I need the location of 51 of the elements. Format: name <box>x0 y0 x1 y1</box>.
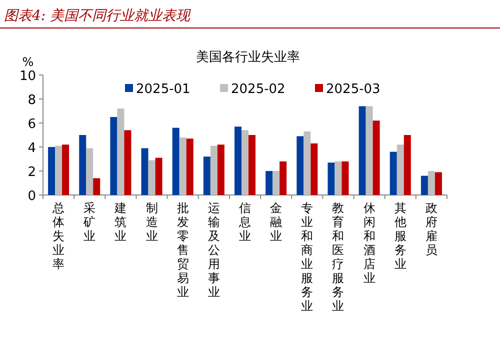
bar <box>404 135 411 195</box>
bar <box>117 108 124 195</box>
bar <box>124 130 132 195</box>
ylabel: % <box>22 55 34 69</box>
bar <box>110 117 118 195</box>
bar <box>428 171 435 195</box>
legend-label: 2025-01 <box>136 82 190 97</box>
bar <box>266 171 273 195</box>
y-tick-label: 2 <box>28 165 36 180</box>
bar <box>358 106 366 195</box>
bar <box>210 146 218 195</box>
bar <box>141 148 148 195</box>
y-tick-label: 10 <box>19 69 36 84</box>
y-tick-label: 8 <box>28 93 36 108</box>
bar <box>272 171 280 195</box>
bar <box>328 162 335 195</box>
bar <box>342 161 349 195</box>
bar <box>186 138 194 195</box>
bar <box>396 144 404 195</box>
bar <box>420 176 428 195</box>
bar <box>434 172 442 195</box>
bar <box>62 144 70 195</box>
y-tick-label: 6 <box>28 117 36 132</box>
bar <box>148 160 156 195</box>
bar <box>390 152 397 195</box>
y-tick-label: 4 <box>28 141 36 156</box>
legend-label: 2025-03 <box>326 82 380 97</box>
bar <box>217 144 224 195</box>
subtitle: 美国各行业失业率 <box>196 50 300 65</box>
bar <box>304 131 311 195</box>
bar <box>242 130 248 195</box>
bar <box>334 161 342 195</box>
bar <box>296 136 304 195</box>
legend-label: 2025-02 <box>231 82 286 97</box>
bar <box>55 146 62 195</box>
bar <box>372 120 380 195</box>
bar <box>179 137 186 195</box>
bar <box>366 106 373 195</box>
title: 图表4: 美国不同行业就业表现 <box>4 8 190 24</box>
bar <box>93 178 100 195</box>
bar <box>172 128 180 195</box>
bar <box>280 161 287 195</box>
bar <box>79 135 86 195</box>
bar <box>234 126 242 195</box>
bar <box>203 156 210 195</box>
bar <box>48 147 56 195</box>
y-tick-label: 0 <box>28 189 36 204</box>
bar <box>310 143 318 195</box>
bar <box>248 135 256 195</box>
bar <box>86 148 94 195</box>
bar <box>155 158 162 195</box>
